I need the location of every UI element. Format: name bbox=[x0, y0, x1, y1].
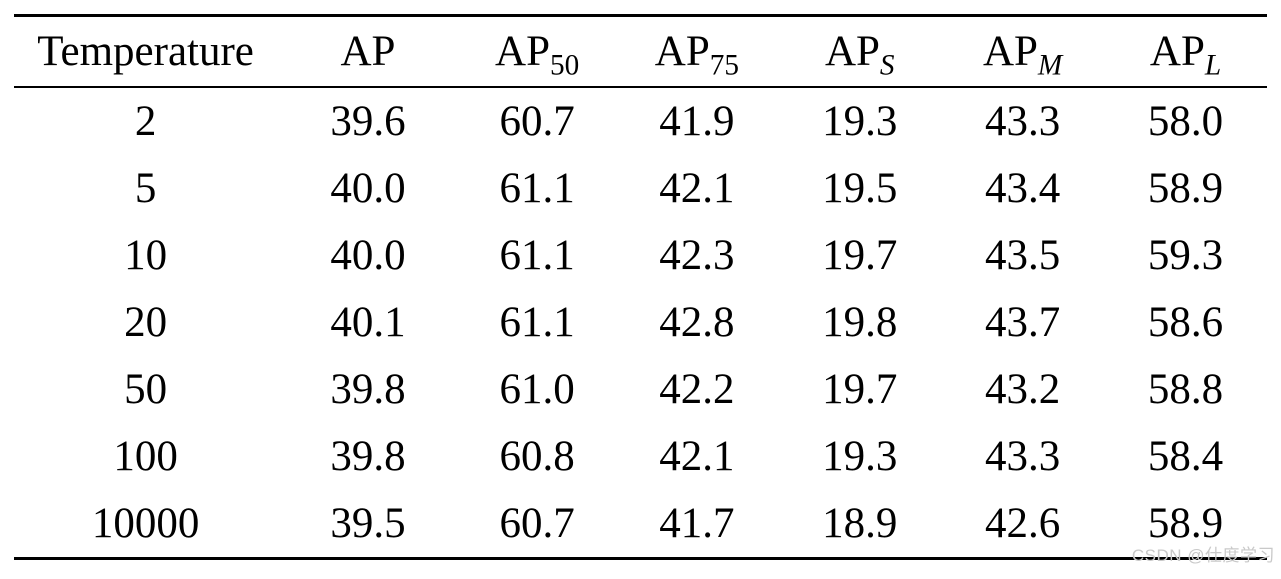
table-row: 5 40.0 61.1 42.1 19.5 43.4 58.9 bbox=[14, 155, 1267, 222]
metric-value-cell: 58.6 bbox=[1147, 299, 1224, 346]
column-header-subscript: 50 bbox=[549, 49, 580, 82]
column-header-ap-s: APS bbox=[778, 16, 941, 88]
column-header-subscript: 75 bbox=[709, 49, 739, 82]
metric-value-cell: 40.0 bbox=[330, 165, 406, 212]
temperature-cell: 2 bbox=[134, 98, 157, 145]
metric-value-cell: 39.8 bbox=[330, 433, 406, 480]
column-header-ap: AP bbox=[277, 16, 459, 88]
column-header-ap-75: AP75 bbox=[615, 16, 778, 88]
metric-value-cell: 60.8 bbox=[499, 433, 575, 480]
temperature-ablation-table: Temperature AP AP50 AP75 APS APM APL 2 39.6 60.7… bbox=[14, 14, 1267, 560]
column-header-label: AP bbox=[654, 28, 710, 75]
metric-value-cell: 43.4 bbox=[985, 165, 1061, 212]
metric-value-cell: 43.7 bbox=[985, 299, 1061, 346]
table-row: 2 39.6 60.7 41.9 19.3 43.3 58.0 bbox=[14, 87, 1267, 155]
column-header-label: AP bbox=[982, 28, 1038, 75]
metric-value-cell: 43.2 bbox=[985, 366, 1061, 413]
temperature-cell: 20 bbox=[124, 299, 168, 346]
temperature-cell: 10000 bbox=[91, 500, 200, 547]
metric-value-cell: 60.7 bbox=[499, 98, 575, 145]
metric-value-cell: 18.9 bbox=[822, 500, 898, 547]
temperature-cell: 10 bbox=[124, 232, 168, 279]
metric-value-cell: 42.1 bbox=[659, 165, 735, 212]
metric-value-cell: 19.7 bbox=[822, 232, 898, 279]
metric-value-cell: 42.3 bbox=[659, 232, 735, 279]
column-header-label: AP bbox=[824, 28, 880, 75]
metric-value-cell: 59.3 bbox=[1147, 232, 1224, 279]
metric-value-cell: 41.9 bbox=[659, 98, 735, 145]
metric-value-cell: 39.8 bbox=[330, 366, 406, 413]
metric-value-cell: 42.1 bbox=[659, 433, 735, 480]
column-header-label: AP bbox=[495, 28, 550, 75]
metric-value-cell: 39.5 bbox=[330, 500, 406, 547]
metric-value-cell: 58.8 bbox=[1147, 366, 1224, 413]
column-header-subscript: L bbox=[1204, 49, 1222, 82]
column-header-subscript: S bbox=[879, 49, 895, 82]
column-header-label: AP bbox=[1149, 28, 1205, 75]
column-header-subscript: M bbox=[1037, 49, 1063, 82]
table-row: 10 40.0 61.1 42.3 19.7 43.5 59.3 bbox=[14, 222, 1267, 289]
metric-value-cell: 43.5 bbox=[985, 232, 1061, 279]
temperature-cell: 50 bbox=[124, 366, 168, 413]
metric-value-cell: 42.8 bbox=[659, 299, 735, 346]
metric-value-cell: 42.6 bbox=[985, 500, 1061, 547]
metric-value-cell: 61.0 bbox=[499, 366, 575, 413]
column-header-ap-m: APM bbox=[941, 16, 1104, 88]
column-header-temperature: Temperature bbox=[14, 16, 277, 88]
column-header-ap-50: AP50 bbox=[459, 16, 616, 88]
table-row: 100 39.8 60.8 42.1 19.3 43.3 58.4 bbox=[14, 423, 1267, 490]
metric-value-cell: 58.9 bbox=[1147, 500, 1224, 547]
temperature-cell: 5 bbox=[134, 165, 157, 212]
table-header-row: Temperature AP AP50 AP75 APS APM APL bbox=[14, 16, 1267, 88]
metric-value-cell: 19.5 bbox=[822, 165, 898, 212]
temperature-cell: 100 bbox=[113, 433, 178, 480]
metric-value-cell: 19.3 bbox=[822, 98, 898, 145]
metric-value-cell: 19.3 bbox=[822, 433, 898, 480]
metric-value-cell: 61.1 bbox=[499, 232, 575, 279]
metric-value-cell: 58.0 bbox=[1147, 98, 1224, 145]
column-header-ap-l: APL bbox=[1104, 16, 1267, 88]
metric-value-cell: 19.7 bbox=[822, 366, 898, 413]
metric-value-cell: 58.9 bbox=[1147, 165, 1224, 212]
metric-value-cell: 61.1 bbox=[499, 299, 575, 346]
metric-value-cell: 19.8 bbox=[822, 299, 898, 346]
metric-value-cell: 41.7 bbox=[659, 500, 735, 547]
metric-value-cell: 58.4 bbox=[1147, 433, 1224, 480]
column-header-label: AP bbox=[340, 28, 396, 75]
metric-value-cell: 61.1 bbox=[499, 165, 575, 212]
csdn-watermark: CSDN @仕度学习 bbox=[1131, 546, 1275, 565]
metric-value-cell: 43.3 bbox=[985, 433, 1061, 480]
metric-value-cell: 39.6 bbox=[330, 98, 406, 145]
table-row: 50 39.8 61.0 42.2 19.7 43.2 58.8 bbox=[14, 356, 1267, 423]
metric-value-cell: 42.2 bbox=[659, 366, 735, 413]
column-header-label: Temperature bbox=[37, 28, 254, 75]
metric-value-cell: 40.0 bbox=[330, 232, 406, 279]
metric-value-cell: 40.1 bbox=[330, 299, 406, 346]
table-row: 20 40.1 61.1 42.8 19.8 43.7 58.6 bbox=[14, 289, 1267, 356]
table-row: 10000 39.5 60.7 41.7 18.9 42.6 58.9 bbox=[14, 490, 1267, 559]
metric-value-cell: 43.3 bbox=[985, 98, 1061, 145]
metric-value-cell: 60.7 bbox=[499, 500, 575, 547]
